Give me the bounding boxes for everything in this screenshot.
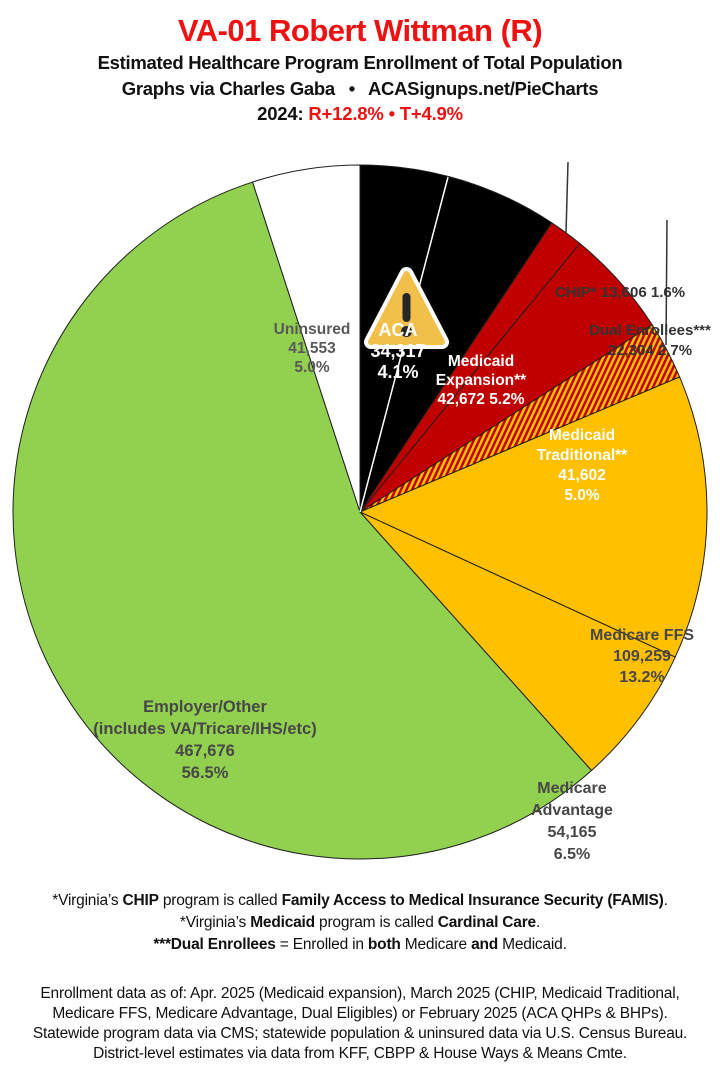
slice-label-line: Dual Enrollees*** bbox=[589, 322, 711, 339]
text-run: = Enrolled in bbox=[275, 936, 368, 953]
slice-label-medicare-ffs: Medicare FFS 109,259 13.2% bbox=[590, 625, 694, 688]
pie-chart-svg bbox=[12, 161, 708, 860]
text-run: both bbox=[367, 936, 401, 953]
slice-label-line: 4.1% bbox=[377, 362, 419, 382]
slice-label-aca: ACA 34,317 4.1% bbox=[370, 320, 425, 383]
source-line: District-level estimates via data from K… bbox=[93, 1045, 627, 1062]
text-run: . bbox=[535, 914, 541, 931]
page-subtitle: Estimated Healthcare Program Enrollment … bbox=[97, 52, 623, 73]
attribution-line: Graphs via Charles Gaba • ACASignups.net… bbox=[121, 78, 599, 99]
slice-label-line: 42,672 5.2% bbox=[437, 391, 525, 408]
text-run: and bbox=[471, 936, 499, 953]
slice-label-line: Uninsured bbox=[273, 321, 351, 338]
slice-label-uninsured: Uninsured 41,553 5.0% bbox=[274, 320, 351, 377]
slice-label-chip: CHIP* 13,606 1.6% bbox=[555, 283, 685, 302]
slice-label-line: Expansion** bbox=[435, 372, 527, 389]
text-run: . bbox=[663, 892, 668, 909]
slice-label-dual-enrollees: Dual Enrollees*** 22,304 2.7% bbox=[589, 321, 711, 361]
text-run: R+12.8% bbox=[308, 103, 384, 124]
text-run: • bbox=[383, 103, 400, 124]
slice-label-line: 34,317 bbox=[370, 341, 426, 361]
data-sources-block: Enrollment data as of: Apr. 2025 (Medica… bbox=[0, 984, 720, 1064]
slice-label-line: Advantage bbox=[531, 802, 613, 819]
text-run: *Virginia’s bbox=[179, 914, 251, 931]
text-run: Medicaid. bbox=[498, 936, 567, 953]
slice-label-line: ACA bbox=[378, 320, 418, 340]
pie-slices-group bbox=[12, 164, 708, 860]
slice-label-line: Medicaid bbox=[548, 427, 616, 444]
text-run: program is called bbox=[314, 914, 438, 931]
slice-label-line: 467,676 bbox=[175, 742, 235, 760]
pie-slice-medicare-advantage bbox=[359, 511, 676, 771]
text-run: *Virginia’s bbox=[52, 892, 123, 909]
pie-slice-employer-other bbox=[12, 181, 592, 860]
chip-leader-line bbox=[565, 161, 569, 234]
slice-label-line: (includes VA/Tricare/IHS/etc) bbox=[93, 720, 317, 738]
slice-label-medicare-advantage: Medicare Advantage 54,165 6.5% bbox=[531, 778, 613, 866]
slice-label-line: 6.5% bbox=[553, 846, 591, 863]
source-line: Medicare FFS, Medicare Advantage, Dual E… bbox=[52, 1005, 668, 1022]
pie-slice-medicare-ffs bbox=[359, 376, 708, 658]
warning-icon bbox=[364, 267, 449, 349]
slice-label-line: Traditional** bbox=[536, 447, 628, 464]
slice-label-line: 13.2% bbox=[619, 669, 665, 686]
pie-chart: Uninsured 41,553 5.0% ACA 34,317 4.1% Me… bbox=[0, 140, 720, 880]
slice-label-line: 22,304 2.7% bbox=[607, 342, 693, 359]
slice-label-line: 56.5% bbox=[181, 764, 229, 782]
text-run: ***Dual Enrollees bbox=[153, 936, 276, 953]
text-run: Medicare bbox=[400, 936, 472, 953]
partisan-lean-line: 2024: R+12.8% • T+4.9% bbox=[0, 103, 720, 125]
footnote-line: ***Dual Enrollees = Enrolled in both Med… bbox=[0, 934, 720, 956]
slice-label-line: 5.0% bbox=[564, 487, 600, 504]
text-run: T+4.9% bbox=[399, 103, 463, 124]
slice-label-line: 54,165 bbox=[547, 824, 597, 841]
text-run: Family Access to Medical Insurance Secur… bbox=[281, 892, 664, 909]
dual-enrollees-leader-line bbox=[665, 219, 668, 346]
slice-label-line: 5.0% bbox=[294, 359, 330, 376]
text-run: Cardinal Care bbox=[437, 914, 536, 931]
slice-label-line: Medicaid bbox=[447, 353, 515, 370]
slice-label-line: 109,259 bbox=[613, 648, 671, 665]
slice-label-line: 41,553 bbox=[288, 340, 336, 357]
slice-label-line: Medicare FFS bbox=[589, 627, 695, 644]
footnote-line: *Virginia’s CHIP program is called Famil… bbox=[0, 890, 720, 912]
text-run: Medicaid bbox=[250, 914, 315, 931]
slice-label-employer-other: Employer/Other (includes VA/Tricare/IHS/… bbox=[93, 696, 316, 784]
slice-label-line: Medicare bbox=[537, 780, 607, 797]
footnotes-block: *Virginia’s CHIP program is called Famil… bbox=[0, 890, 720, 956]
pie-slice-uninsured bbox=[252, 164, 361, 513]
page-title: VA-01 Robert Wittman (R) bbox=[177, 13, 543, 48]
slice-label-line: 41,602 bbox=[558, 467, 606, 484]
footnote-line: *Virginia’s Medicaid program is called C… bbox=[0, 912, 720, 934]
slice-label-medicaid-traditional: Medicaid Traditional** 41,602 5.0% bbox=[537, 426, 627, 506]
source-line: Statewide program data via CMS; statewid… bbox=[32, 1025, 688, 1042]
slice-label-line: CHIP* 13,606 1.6% bbox=[554, 284, 686, 301]
text-run: program is called bbox=[158, 892, 282, 909]
slice-label-medicaid-expansion: Medicaid Expansion** 42,672 5.2% bbox=[436, 352, 526, 409]
text-run: CHIP bbox=[122, 892, 159, 909]
text-run: 2024: bbox=[257, 103, 309, 124]
slice-label-line: Employer/Other bbox=[143, 698, 267, 716]
source-line: Enrollment data as of: Apr. 2025 (Medica… bbox=[40, 985, 680, 1002]
